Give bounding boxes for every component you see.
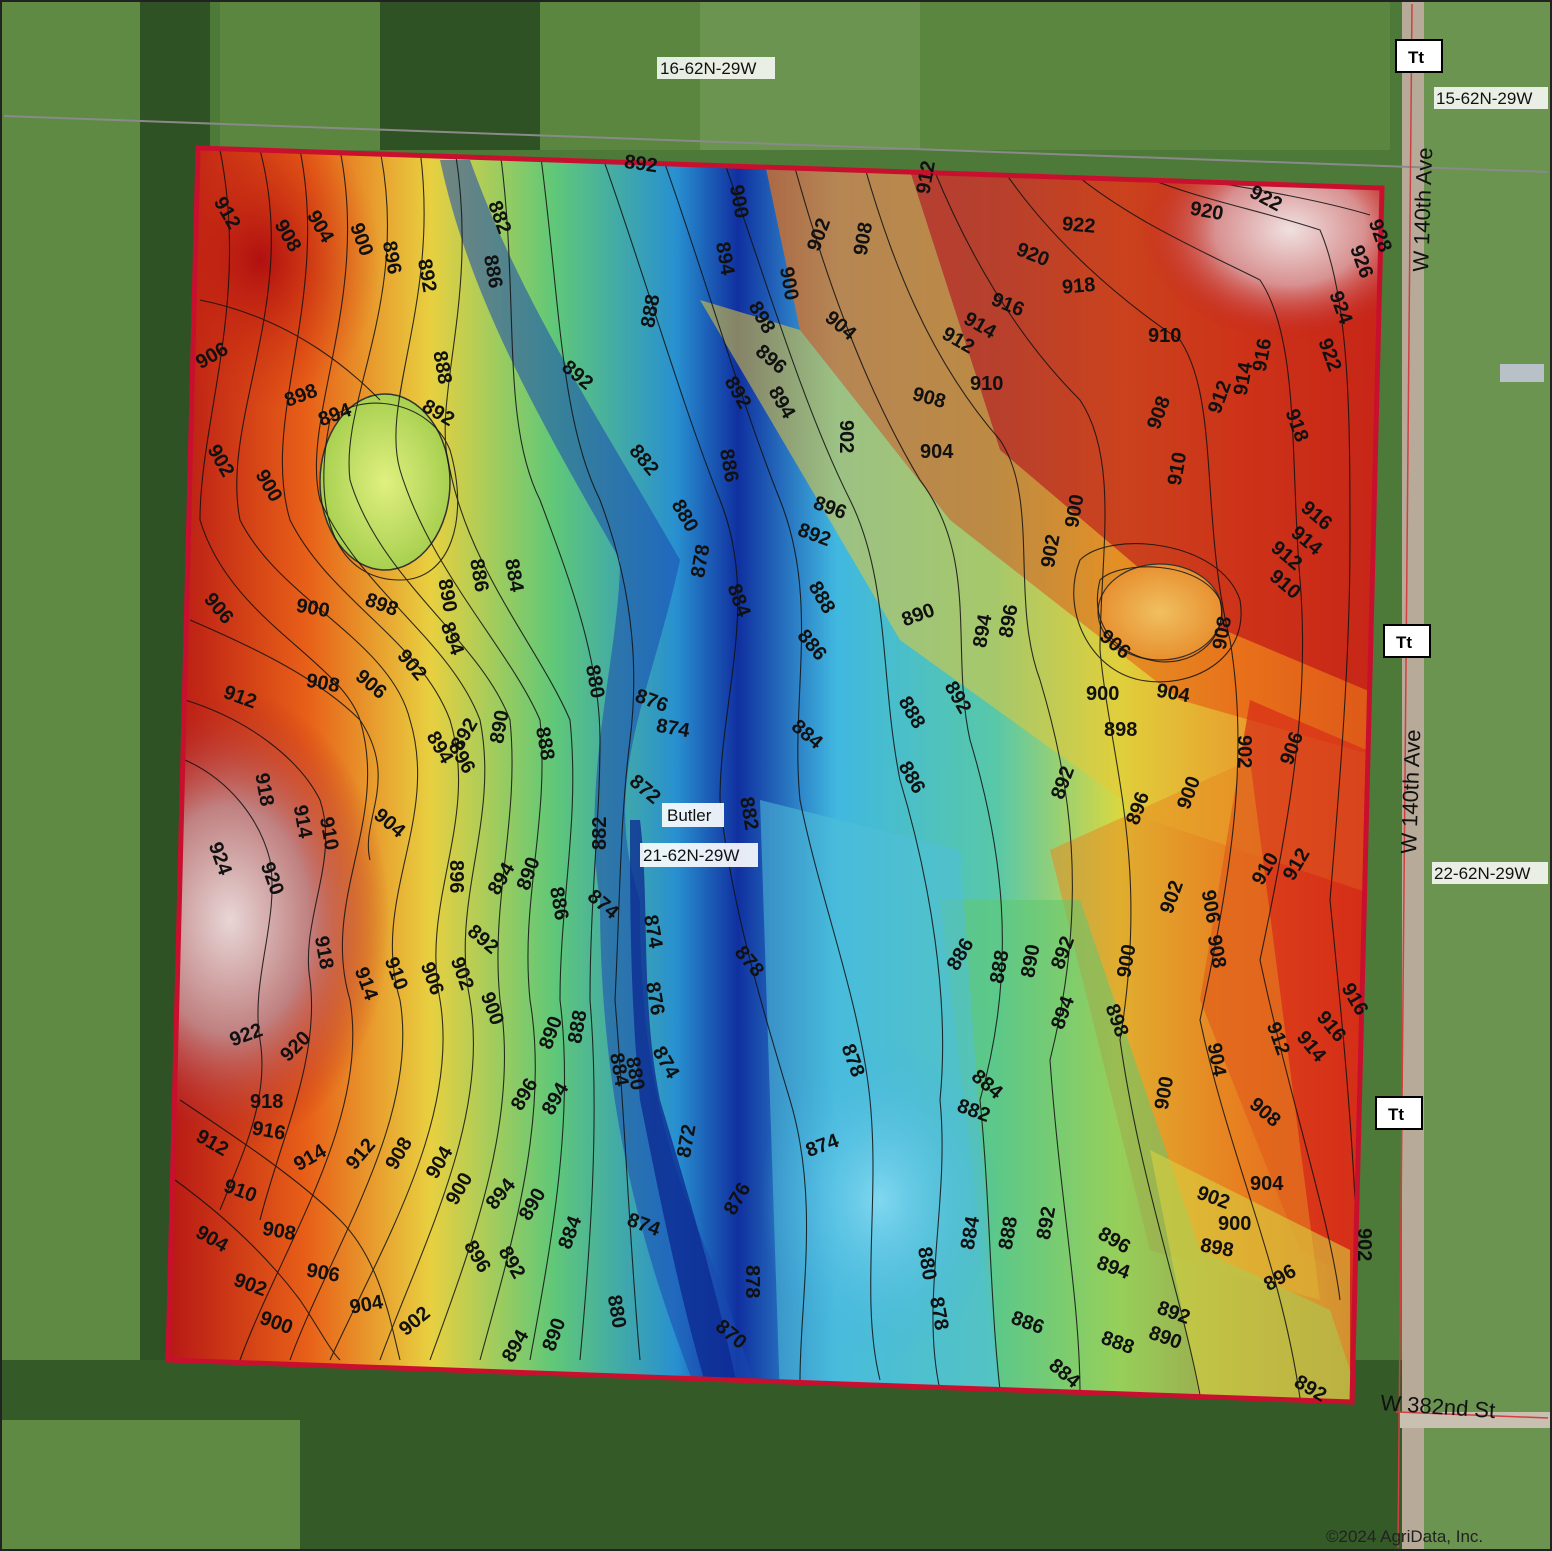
contour-label: 910 xyxy=(970,373,1003,395)
contour-label: 902 xyxy=(1233,735,1255,768)
contour-label: 892 xyxy=(623,151,659,177)
field-section-text: 21-62N-29W xyxy=(643,846,739,865)
contour-label: 904 xyxy=(1250,1173,1284,1195)
contour-label: 902 xyxy=(1353,1228,1375,1261)
contour-label: 878 xyxy=(741,1265,763,1298)
contour-label: 910 xyxy=(1148,325,1181,347)
road-w140th xyxy=(1402,0,1424,1551)
field-boundary xyxy=(165,145,1385,1405)
section-label-text: 15-62N-29W xyxy=(1436,89,1532,108)
contour-lines xyxy=(174,149,1371,1399)
section-line-east xyxy=(1397,3,1413,1549)
field-name-text: Butler xyxy=(667,806,712,825)
field-name-label: Butler xyxy=(662,803,724,827)
soil-marker-text: Tt xyxy=(1388,1105,1404,1124)
soil-marker-text: Tt xyxy=(1408,48,1424,67)
soil-marker-south: Tt xyxy=(1375,1096,1423,1130)
contour-label: 900 xyxy=(1086,683,1119,705)
contour-label: 882 xyxy=(589,817,611,850)
pasture-east xyxy=(1420,0,1552,1551)
copyright-text: ©2024 AgriData, Inc. xyxy=(1326,1527,1483,1546)
road-label-w140th-south: W 140th Ave xyxy=(1396,729,1425,854)
contour-label: 896 xyxy=(445,860,467,893)
contour-label: 922 xyxy=(1061,213,1096,238)
contour-label: 898 xyxy=(1104,719,1137,741)
road-label-w140th-north: W 140th Ave xyxy=(1408,147,1437,272)
contour-label: 918 xyxy=(250,1091,283,1113)
section-label-22: 22-62N-29W xyxy=(1432,862,1548,884)
tree-cluster-north xyxy=(380,0,540,150)
section-label-text: 22-62N-29W xyxy=(1434,864,1530,883)
section-label-15: 15-62N-29W xyxy=(1434,87,1548,109)
contour-label: 902 xyxy=(835,420,857,453)
soil-marker-text: Tt xyxy=(1396,633,1412,652)
contour-label: 900 xyxy=(1218,1213,1251,1235)
pasture-south xyxy=(0,1420,300,1551)
soil-marker-north: Tt xyxy=(1395,39,1443,73)
section-line-south xyxy=(1395,1411,1549,1419)
section-label-text: 16-62N-29W xyxy=(660,59,756,78)
building xyxy=(1500,364,1544,382)
soil-marker-middle: Tt xyxy=(1383,624,1431,658)
section-label-16: 16-62N-29W xyxy=(657,57,775,79)
contour-label: 904 xyxy=(920,441,954,463)
section-line-north xyxy=(3,115,1549,173)
field-section-label: 21-62N-29W xyxy=(640,843,758,867)
elevation-surface xyxy=(168,148,1382,1402)
contour-label: 918 xyxy=(1061,274,1096,299)
